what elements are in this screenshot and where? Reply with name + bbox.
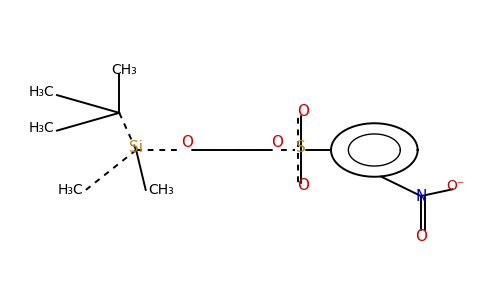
Text: Si: Si bbox=[129, 140, 143, 154]
Text: CH₃: CH₃ bbox=[148, 183, 174, 197]
Text: H₃C: H₃C bbox=[58, 183, 83, 197]
Text: CH₃: CH₃ bbox=[111, 63, 137, 77]
Text: O⁻: O⁻ bbox=[446, 179, 464, 193]
Text: O: O bbox=[181, 135, 193, 150]
Text: S: S bbox=[296, 140, 306, 154]
Text: H₃C: H₃C bbox=[29, 121, 54, 135]
Text: H₃C: H₃C bbox=[29, 85, 54, 99]
Text: O: O bbox=[415, 229, 427, 244]
Text: O: O bbox=[271, 135, 283, 150]
Text: O: O bbox=[298, 178, 310, 193]
Text: N: N bbox=[415, 189, 427, 204]
Text: O: O bbox=[298, 104, 310, 119]
